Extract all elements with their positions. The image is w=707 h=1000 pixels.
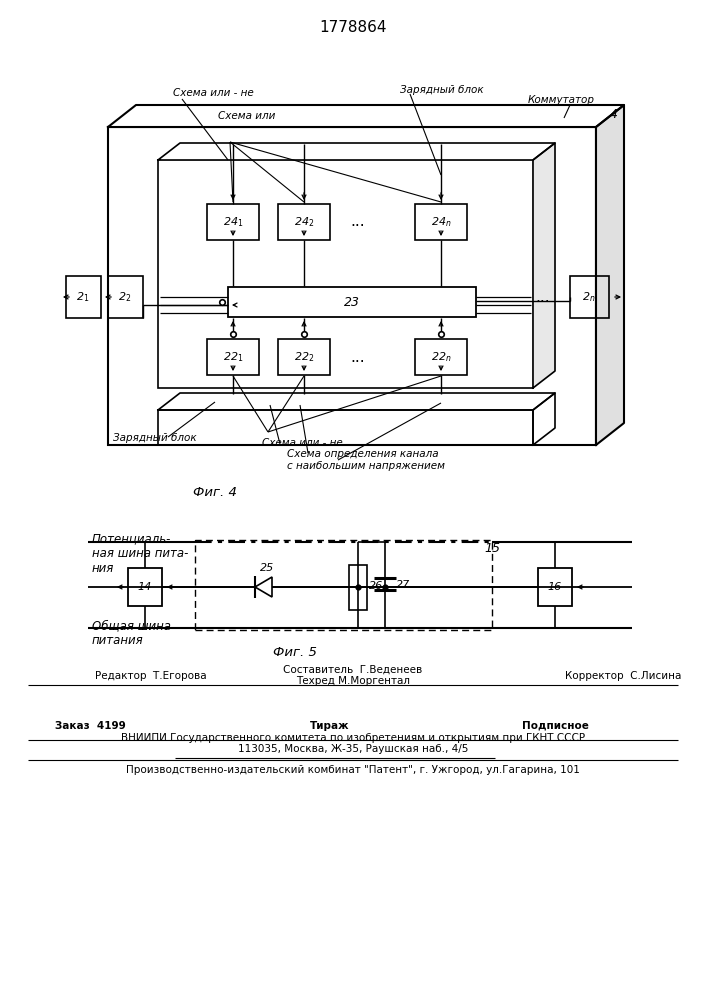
Bar xyxy=(66,276,101,318)
Text: Тираж: Тираж xyxy=(310,721,350,731)
Text: Заказ  4199: Заказ 4199 xyxy=(55,721,126,731)
Text: Корректор  С.Лисина: Корректор С.Лисина xyxy=(565,671,682,681)
Text: с наибольшим напряжением: с наибольшим напряжением xyxy=(287,461,445,471)
Text: Зарядный блок: Зарядный блок xyxy=(400,85,484,95)
Bar xyxy=(158,160,533,388)
Bar xyxy=(278,339,330,375)
Text: Схема или: Схема или xyxy=(218,111,275,121)
Text: Производственно-издательский комбинат "Патент", г. Ужгород, ул.Гагарина, 101: Производственно-издательский комбинат "П… xyxy=(126,765,580,775)
Text: Схема или - не: Схема или - не xyxy=(262,438,343,448)
Text: 22$_1$: 22$_1$ xyxy=(223,350,243,364)
Bar xyxy=(570,276,609,318)
Text: Редактор  Т.Егорова: Редактор Т.Егорова xyxy=(95,671,206,681)
Text: Составитель  Г.Веденеев: Составитель Г.Веденеев xyxy=(284,665,423,675)
Polygon shape xyxy=(596,105,624,445)
Text: Подписное: Подписное xyxy=(522,721,588,731)
Bar xyxy=(538,568,572,606)
Text: ВНИИПИ Государственного комитета по изобретениям и открытиям при ГКНТ СССР: ВНИИПИ Государственного комитета по изоб… xyxy=(121,733,585,743)
Text: Зарядный блок: Зарядный блок xyxy=(113,433,197,443)
Text: 2$_n$: 2$_n$ xyxy=(582,290,596,304)
Text: 22$_n$: 22$_n$ xyxy=(431,350,451,364)
Text: 113035, Москва, Ж-35, Раушская наб., 4/5: 113035, Москва, Ж-35, Раушская наб., 4/5 xyxy=(238,744,468,754)
Text: 16: 16 xyxy=(548,582,562,592)
Bar xyxy=(415,339,467,375)
Polygon shape xyxy=(108,105,624,127)
Text: 1778864: 1778864 xyxy=(320,20,387,35)
Text: 27: 27 xyxy=(396,580,410,590)
Bar xyxy=(278,204,330,240)
Bar xyxy=(158,410,533,445)
Bar xyxy=(207,204,259,240)
Text: Потенциаль-
ная шина пита-
ния: Потенциаль- ная шина пита- ния xyxy=(92,532,188,575)
Bar xyxy=(195,540,492,630)
Text: 15: 15 xyxy=(484,542,500,554)
Text: Фиг. 4: Фиг. 4 xyxy=(193,486,237,498)
Text: 22$_2$: 22$_2$ xyxy=(294,350,314,364)
Text: ...: ... xyxy=(351,215,366,230)
Polygon shape xyxy=(158,143,555,160)
Text: 23: 23 xyxy=(344,296,360,308)
Polygon shape xyxy=(533,143,555,388)
Bar xyxy=(108,127,596,445)
Polygon shape xyxy=(255,577,272,597)
Bar xyxy=(128,568,162,606)
Text: 26: 26 xyxy=(369,581,383,591)
Text: Коммутатор: Коммутатор xyxy=(528,95,595,105)
Text: 25: 25 xyxy=(260,563,274,573)
Text: Фиг. 5: Фиг. 5 xyxy=(273,646,317,658)
Text: ...: ... xyxy=(351,350,366,364)
Text: 2$_2$: 2$_2$ xyxy=(118,290,132,304)
Bar xyxy=(349,565,367,610)
Text: 4: 4 xyxy=(610,107,618,120)
Text: 24$_2$: 24$_2$ xyxy=(294,215,314,229)
Text: Схема или - не: Схема или - не xyxy=(173,88,254,98)
Text: 24$_n$: 24$_n$ xyxy=(431,215,451,229)
Bar xyxy=(228,287,476,317)
Bar xyxy=(207,339,259,375)
Text: Схема определения канала: Схема определения канала xyxy=(287,449,438,459)
Text: 2$_1$: 2$_1$ xyxy=(76,290,90,304)
Text: Общая шина
питания: Общая шина питания xyxy=(92,619,171,647)
Bar xyxy=(108,276,143,318)
Text: Техред М.Моргентал: Техред М.Моргентал xyxy=(296,676,410,686)
Text: ...: ... xyxy=(536,290,550,304)
Text: 14: 14 xyxy=(138,582,152,592)
Text: 24$_1$: 24$_1$ xyxy=(223,215,243,229)
Bar xyxy=(415,204,467,240)
